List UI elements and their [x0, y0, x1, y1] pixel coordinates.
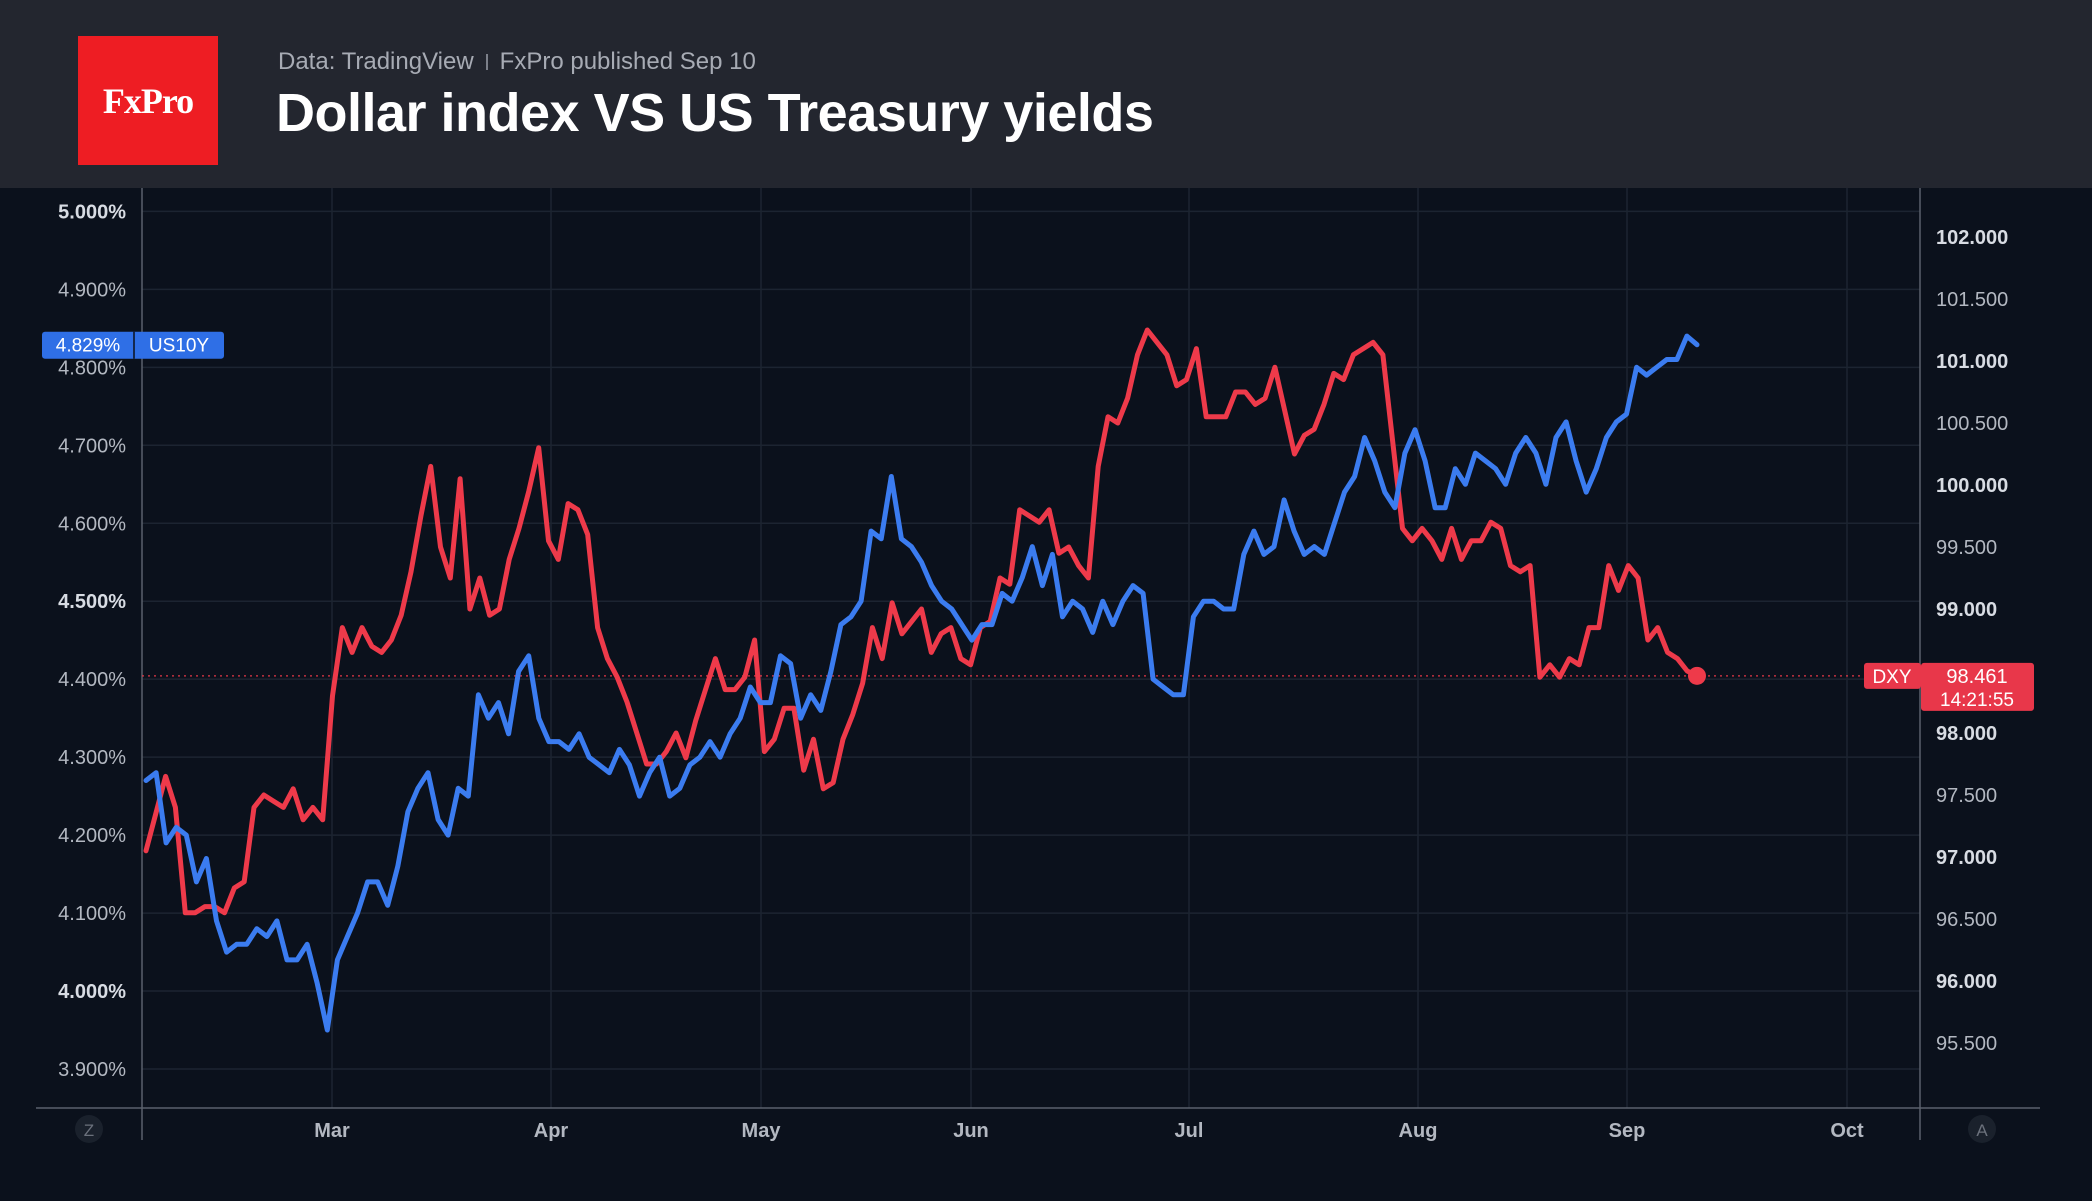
us10y-last-value: 4.829% [56, 336, 121, 357]
left-axis-tick-label: 4.600% [58, 513, 126, 535]
chart-area: 5.000% 4.900% 4.800% 4.700% 4.600% 4.500% 4.40… [0, 188, 2092, 1196]
left-axis-tick-label: 4.000% [58, 981, 126, 1003]
time-axis-label: Jul [1175, 1120, 1204, 1142]
chart-svg: 5.000% 4.900% 4.800% 4.700% 4.600% 4.500% 4.40… [36, 188, 2040, 1143]
time-axis-label: Oct [1830, 1120, 1864, 1142]
right-axis-tick-label: 96.000 [1936, 971, 1997, 993]
time-axis-label: Mar [314, 1120, 350, 1142]
right-axis-tick-label: 95.500 [1936, 1033, 1997, 1055]
time-axis-label: Aug [1399, 1120, 1438, 1142]
right-axis-tick-label: 101.000 [1936, 351, 2008, 373]
fxpro-logo: FxPro [78, 36, 218, 165]
us10y-series-line [143, 333, 1700, 1033]
left-axis-tick-label: 4.100% [58, 903, 126, 925]
data-source: Data: TradingView [278, 48, 474, 75]
right-axis-tick-label: 99.000 [1936, 599, 1997, 621]
right-axis-tick-label: 96.500 [1936, 909, 1997, 931]
dxy-last-value-badge [1921, 662, 2034, 711]
left-axis-tick-label: 4.300% [58, 747, 126, 769]
right-axis-tick-label: 100.500 [1936, 413, 2008, 435]
dxy-last-point-marker [1688, 666, 1706, 685]
left-axis-tick-label: 4.900% [58, 279, 126, 301]
logo-text: FxPro [102, 80, 194, 121]
subtitle-divider [485, 54, 488, 70]
dxy-name-badge [1864, 662, 1921, 689]
left-axis-tick-label: 3.900% [58, 1059, 126, 1081]
right-axis-tick-label: 101.500 [1936, 289, 2008, 311]
scale-button-left-label: Z [84, 1121, 94, 1140]
time-axis-label: Apr [534, 1120, 569, 1142]
time-axis-label: Jun [953, 1120, 989, 1142]
left-axis-tick-label: 4.200% [58, 825, 126, 847]
scale-button-left [75, 1115, 103, 1143]
right-axis-tick-label: 100.000 [1936, 475, 2008, 497]
subtitle: Data: TradingView FxPro published Sep 10 [278, 48, 756, 76]
left-axis-tick-label: 4.700% [58, 435, 126, 457]
left-axis-tick-label: 5.000% [58, 201, 126, 223]
right-axis-tick-label: 97.500 [1936, 785, 1997, 807]
us10y-last-value-badge [42, 331, 224, 359]
published-info: FxPro published Sep 10 [499, 48, 756, 75]
right-axis-tick-label: 99.500 [1936, 537, 1997, 559]
right-axis-tick-label: 102.000 [1936, 227, 2008, 249]
scale-button-right [1968, 1115, 1996, 1143]
page-title: Dollar index VS US Treasury yields [276, 83, 1154, 143]
right-axis-tick-label: 98.000 [1936, 723, 1997, 745]
grid-lines [142, 188, 1920, 1108]
time-axis-label: Sep [1609, 1120, 1646, 1142]
left-axis-tick-label: 4.400% [58, 669, 126, 691]
dxy-last-value: 98.461 [1946, 666, 2007, 688]
dxy-series-line [143, 327, 1700, 916]
header: FxPro Data: TradingView FxPro published … [0, 0, 2092, 188]
time-axis-label: May [742, 1120, 782, 1142]
dxy-series-name: DXY [1872, 667, 1911, 688]
left-axis-tick-label: 4.800% [58, 357, 126, 379]
right-axis-tick-label: 97.000 [1936, 847, 1997, 869]
dxy-bar-countdown: 14:21:55 [1940, 690, 2014, 711]
us10y-series-name: US10Y [149, 336, 210, 357]
left-axis-tick-label: 4.500% [58, 591, 126, 613]
scale-button-right-label: A [1976, 1121, 1988, 1140]
